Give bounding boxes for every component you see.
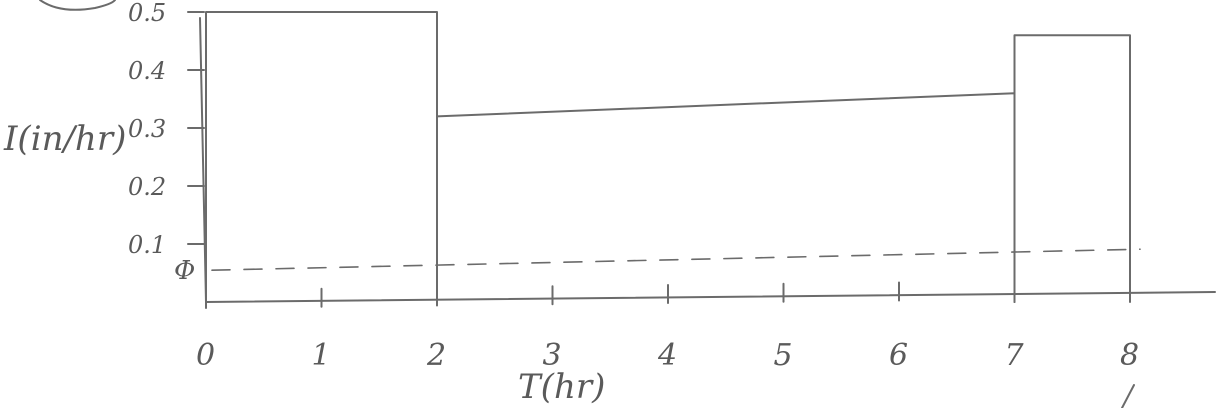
- x-tick-label: 0: [196, 338, 215, 373]
- y-tick-label: 0.2: [128, 173, 166, 201]
- x-ticks: 0 1 2 3 4 5 6 7 8: [196, 279, 1139, 373]
- x-tick-label: 5: [774, 338, 793, 373]
- y-axis-title: I(in/hr): [3, 119, 126, 159]
- corner-mark: [39, 0, 116, 11]
- x-axis-line: [205, 291, 1216, 303]
- x-tick-label: 7: [1005, 338, 1025, 373]
- x-tick-label: 1: [312, 338, 331, 373]
- x-tick-label: 4: [657, 338, 677, 373]
- bar: [436, 92, 1016, 303]
- y-tick-label: 0.3: [128, 115, 166, 143]
- y-tick-label: 0.5: [128, 0, 166, 27]
- bar: [1013, 34, 1131, 303]
- y-tick-label: 0.4: [128, 57, 166, 85]
- bar: [205, 11, 438, 303]
- bars: [205, 11, 1131, 303]
- y-tick-label: 0.1: [128, 231, 166, 259]
- x-tick-label: 3: [543, 338, 562, 373]
- y-ticks: 0.1 0.2 0.3 0.4 0.5: [128, 0, 205, 259]
- stray-pen-mark: [1121, 384, 1135, 408]
- x-axis-title: T(hr): [518, 367, 605, 407]
- phi-label: Φ: [174, 256, 195, 286]
- x-tick-label: 2: [426, 338, 446, 373]
- phi-index-line: [211, 248, 1141, 272]
- x-tick-label: 8: [1120, 338, 1139, 373]
- x-tick-label: 6: [889, 338, 908, 373]
